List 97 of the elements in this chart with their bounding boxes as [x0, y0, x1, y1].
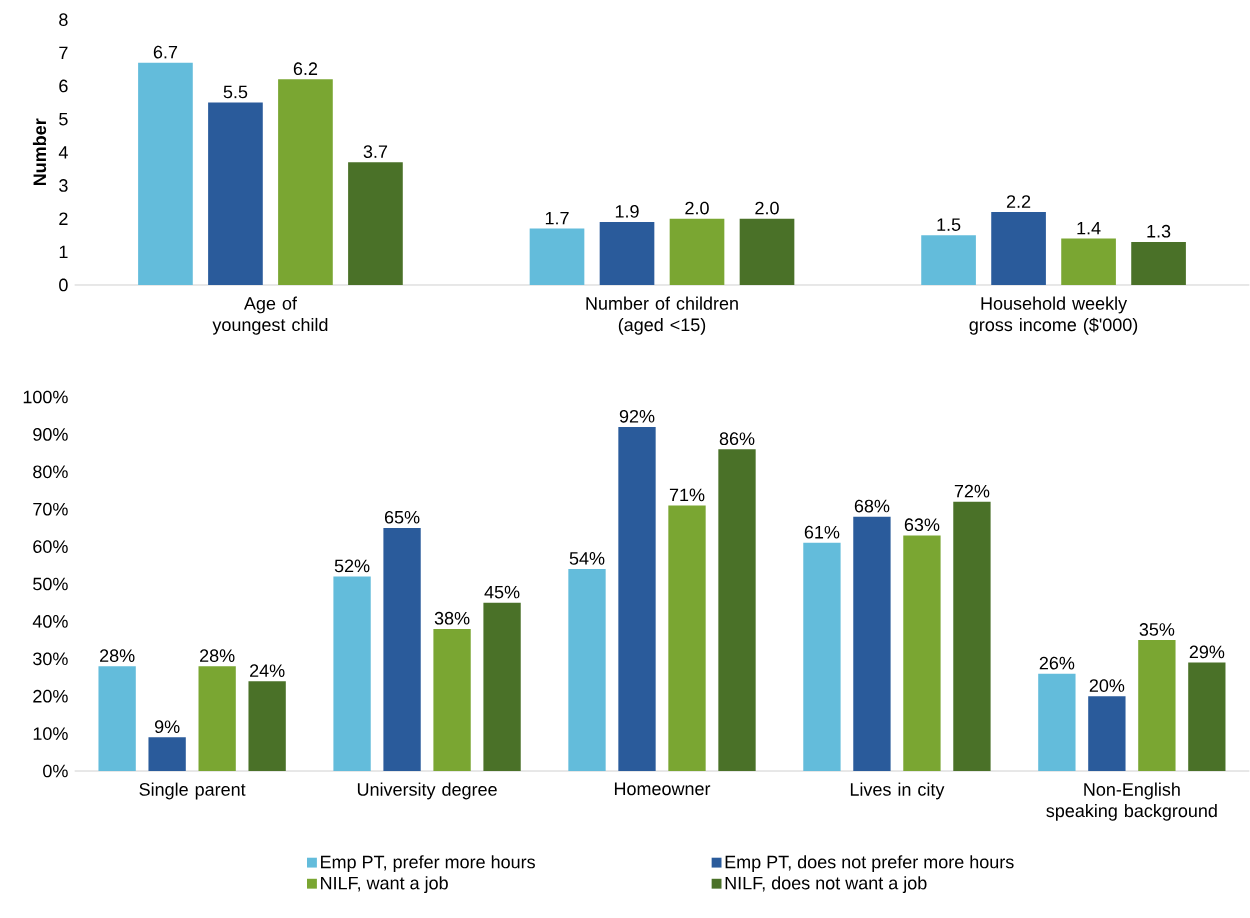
bar: [668, 505, 706, 771]
bar: [483, 602, 521, 771]
y-tick-label: 90%: [33, 428, 68, 441]
bar: [921, 235, 976, 285]
y-tick-label: 6: [59, 79, 68, 93]
y-tick-label: 3: [59, 179, 68, 192]
y-tick-label: 2: [59, 212, 68, 225]
x-tick-label: Number of children (aged <15): [586, 296, 738, 335]
y-tick-label: 100%: [23, 390, 68, 404]
bar: [568, 569, 606, 771]
data-label: 6.2: [293, 62, 318, 76]
bar: [98, 666, 136, 771]
data-label: 1.4: [1077, 221, 1101, 235]
bar: [529, 228, 585, 285]
y-tick-label: 80%: [33, 465, 68, 479]
data-label: 86%: [719, 432, 755, 446]
x-tick-label: University degree: [357, 782, 497, 800]
x-tick-label: Non-English speaking background: [1046, 782, 1217, 821]
data-label: 2.2: [1006, 195, 1031, 208]
bar: [278, 79, 333, 285]
bar: [1038, 673, 1076, 771]
data-label: 6.7: [153, 45, 178, 59]
data-label: 28%: [200, 649, 235, 662]
bar: [333, 576, 371, 771]
data-label: 54%: [569, 552, 605, 565]
data-label: 45%: [484, 585, 520, 599]
data-label: 1.7: [545, 211, 569, 225]
y-tick-label: 1: [59, 245, 68, 259]
legend-label: Emp PT, prefer more hours: [321, 855, 535, 872]
data-label: 24%: [250, 664, 285, 677]
bar: [853, 516, 891, 771]
data-label: 1.9: [615, 204, 639, 218]
y-tick-label: 5: [59, 112, 68, 126]
data-label: 5.5: [223, 85, 248, 99]
bar: [1131, 241, 1186, 285]
data-label: 61%: [804, 525, 840, 539]
y-tick-label: 50%: [33, 577, 68, 591]
data-label: 2.0: [755, 201, 779, 215]
bar: [1088, 696, 1126, 771]
data-label: 68%: [854, 499, 890, 513]
y-tick-label: 70%: [33, 502, 68, 516]
y-tick-label: 30%: [33, 652, 68, 666]
data-label: 26%: [1039, 656, 1075, 670]
y-tick-label: 0: [59, 278, 68, 292]
bar: [383, 527, 421, 771]
bar: [953, 501, 991, 771]
data-label: 2.0: [685, 201, 709, 215]
y-axis-title: Number: [32, 118, 47, 186]
data-label: 52%: [334, 559, 370, 573]
data-label: 72%: [954, 484, 990, 498]
data-label: 20%: [1089, 679, 1125, 692]
bar: [248, 681, 286, 771]
bar: [718, 449, 756, 771]
bar: [148, 737, 186, 771]
x-tick-label: Homeowner: [614, 782, 711, 796]
bar: [138, 62, 193, 285]
bar: [1138, 640, 1176, 771]
bar: [991, 212, 1046, 285]
legend-label: NILF, want a job: [321, 876, 448, 894]
y-tick-label: 7: [59, 46, 68, 60]
data-label: 29%: [1189, 645, 1225, 659]
data-label: 63%: [904, 518, 940, 532]
y-tick-label: 8: [59, 13, 68, 27]
bar: [208, 102, 263, 285]
bar: [618, 426, 656, 771]
data-label: 9%: [154, 720, 180, 734]
bar: [803, 542, 841, 771]
data-label: 1.5: [937, 218, 961, 231]
data-label: 71%: [669, 488, 705, 502]
y-tick-label: 10%: [33, 727, 68, 740]
data-label: 38%: [434, 611, 470, 625]
y-tick-label: 4: [58, 146, 68, 159]
bar: [348, 162, 403, 285]
bar: [903, 535, 941, 771]
data-label: 92%: [619, 409, 655, 423]
y-tick-label: 0%: [43, 764, 68, 778]
bar: [198, 666, 236, 771]
bar: [669, 218, 725, 285]
bar: [739, 218, 795, 285]
bar: [1188, 662, 1226, 771]
legend-label: Emp PT, does not prefer more hours: [725, 855, 1014, 872]
data-label: 28%: [100, 649, 135, 662]
data-label: 3.7: [363, 145, 388, 158]
legend-label: NILF, does not want a job: [725, 876, 927, 894]
x-tick-label: Lives in city: [850, 782, 945, 800]
bar: [433, 628, 471, 771]
x-tick-label: Household weekly gross income ($'000): [969, 296, 1138, 335]
bar: [599, 221, 655, 285]
data-label: 35%: [1139, 623, 1175, 636]
y-tick-label: 60%: [33, 540, 68, 553]
data-label: 1.3: [1147, 224, 1171, 238]
x-tick-label: Single parent: [139, 782, 246, 800]
x-tick-label: Age of youngest child: [212, 296, 328, 335]
y-tick-label: 40%: [32, 615, 68, 628]
bar: [1061, 238, 1116, 285]
y-tick-label: 20%: [33, 689, 68, 703]
data-label: 65%: [384, 510, 420, 524]
